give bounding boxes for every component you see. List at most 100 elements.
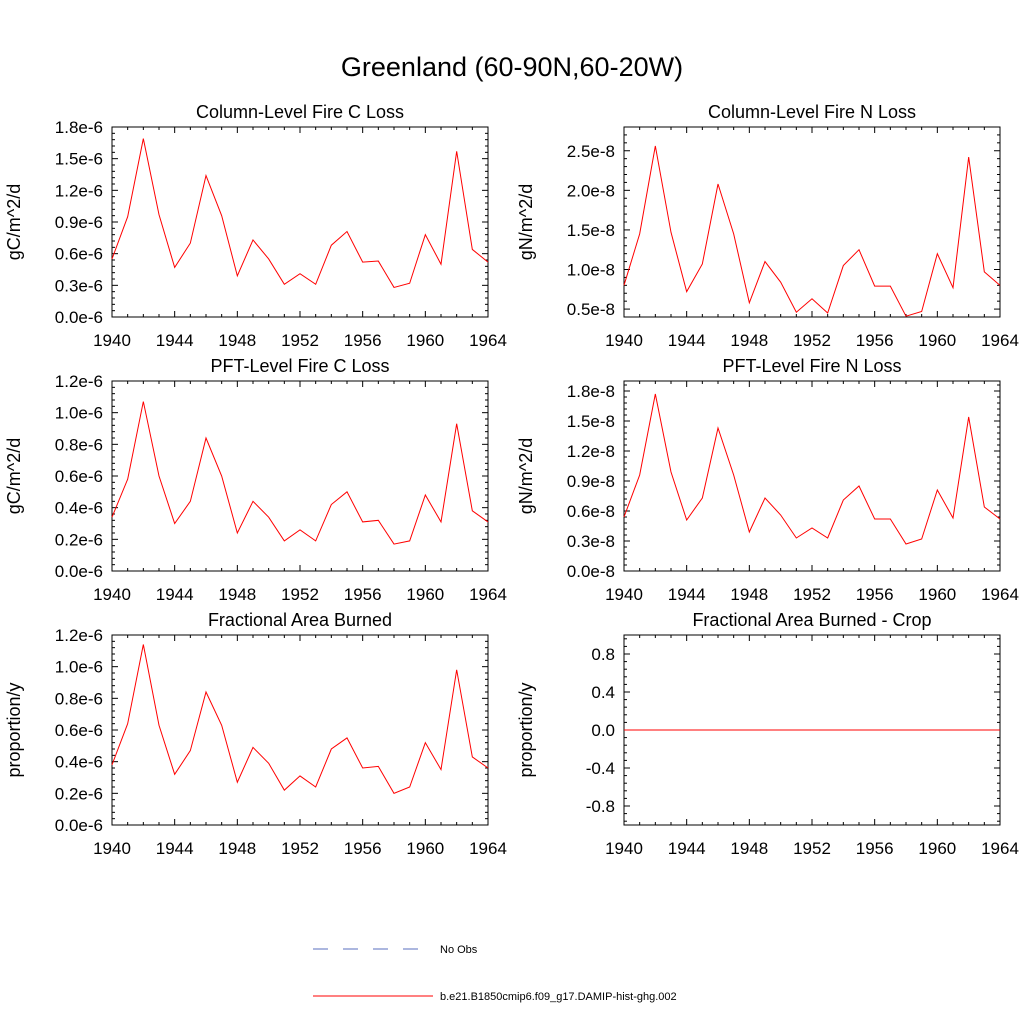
x-tick-label: 1956 — [856, 839, 894, 858]
y-tick-label: 0.0e-6 — [55, 308, 103, 327]
x-tick-label: 1952 — [281, 585, 319, 604]
chart-panel-4: PFT-Level Fire N Loss 1940 1944 1948 1952 195… — [512, 345, 1024, 631]
plot-frame — [623, 380, 1001, 572]
x-tick-label: 1960 — [406, 585, 444, 604]
plot-frame — [111, 126, 489, 318]
x-tick-label: 1948 — [218, 585, 256, 604]
x-tick-label: 1960 — [918, 585, 956, 604]
x-tick-label: 1952 — [793, 331, 831, 350]
chart-svg: PFT-Level Fire C Loss 1940 1944 1948 1952 195… — [4, 356, 507, 604]
y-tick-label: 0.0 — [591, 721, 615, 740]
y-tick-label: 0.8 — [591, 645, 615, 664]
y-axis-label: proportion/y — [4, 682, 24, 777]
x-tick-label: 1952 — [793, 839, 831, 858]
y-tick-label: 0.6e-6 — [55, 467, 103, 486]
y-tick-label: 0.2e-6 — [55, 784, 103, 803]
x-tick-label: 1948 — [730, 839, 768, 858]
y-tick-label: 0.0e-6 — [55, 562, 103, 581]
plot-frame — [623, 126, 1001, 318]
plot-frame — [111, 380, 489, 572]
y-axis-label: gC/m^2/d — [4, 438, 24, 514]
x-tick-label: 1940 — [93, 585, 131, 604]
y-tick-label: 0.6e-8 — [567, 502, 615, 521]
x-tick-label: 1944 — [156, 585, 194, 604]
y-tick-label: 1.2e-6 — [55, 372, 103, 391]
x-tick-label: 1944 — [668, 839, 706, 858]
series-line — [111, 138, 489, 289]
plot-area: Fractional Area Burned - Crop 1940 1944 194… — [516, 610, 1019, 858]
series-line — [623, 145, 1001, 317]
series-line — [111, 644, 489, 794]
chart-panel-5: Fractional Area Burned 1940 1944 1948 1952 19… — [0, 599, 518, 885]
y-tick-label: 0.5e-8 — [567, 300, 615, 319]
y-tick-label: 0.6e-6 — [55, 245, 103, 264]
y-tick-label: 0.8e-6 — [55, 435, 103, 454]
x-tick-label: 1940 — [605, 839, 643, 858]
x-tick-label: 1960 — [918, 331, 956, 350]
x-tick-label: 1960 — [406, 331, 444, 350]
plot-area: Column-Level Fire N Loss 1940 1944 1948 1952… — [516, 102, 1019, 350]
x-tick-label: 1960 — [406, 839, 444, 858]
y-axis-label: gN/m^2/d — [516, 438, 536, 514]
y-tick-label: 0.4 — [591, 683, 615, 702]
y-tick-label: 1.8e-6 — [55, 118, 103, 137]
x-tick-label: 1964 — [981, 839, 1019, 858]
y-tick-label: -0.8 — [586, 797, 615, 816]
chart-panel-6: Fractional Area Burned - Crop 1940 1944 194… — [512, 599, 1024, 885]
y-axis-label: proportion/y — [516, 682, 536, 777]
x-tick-label: 1952 — [793, 585, 831, 604]
plot-frame — [111, 634, 489, 826]
x-tick-label: 1940 — [93, 331, 131, 350]
y-tick-label: 1.0e-6 — [55, 658, 103, 677]
y-tick-label: 0.6e-6 — [55, 721, 103, 740]
y-tick-label: 0.8e-6 — [55, 689, 103, 708]
chart-svg: Column-Level Fire N Loss 1940 1944 1948 1952… — [516, 102, 1019, 350]
legend-series-label: b.e21.B1850cmip6.f09_g17.DAMIP-hist-ghg.… — [440, 991, 677, 1003]
x-tick-label: 1940 — [93, 839, 131, 858]
y-tick-label: 1.2e-6 — [55, 181, 103, 200]
x-tick-label: 1952 — [281, 331, 319, 350]
panel-title: Column-Level Fire C Loss — [196, 102, 404, 122]
chart-svg: Fractional Area Burned 1940 1944 1948 1952 19… — [4, 610, 507, 858]
y-tick-label: 1.5e-8 — [567, 412, 615, 431]
y-tick-label: 0.4e-6 — [55, 499, 103, 518]
x-tick-label: 1952 — [281, 839, 319, 858]
series-line — [623, 393, 1001, 545]
panel-title: PFT-Level Fire C Loss — [210, 356, 389, 376]
x-tick-label: 1960 — [918, 839, 956, 858]
chart-svg: Fractional Area Burned - Crop 1940 1944 194… — [516, 610, 1019, 858]
x-tick-label: 1948 — [730, 331, 768, 350]
y-tick-label: 1.0e-8 — [567, 261, 615, 280]
y-tick-label: 2.5e-8 — [567, 142, 615, 161]
chart-svg: Column-Level Fire C Loss 1940 1944 1948 1952… — [4, 102, 507, 350]
panel-title: Fractional Area Burned - Crop — [692, 610, 931, 630]
x-tick-label: 1956 — [856, 331, 894, 350]
x-tick-label: 1964 — [469, 331, 507, 350]
panel-title: Column-Level Fire N Loss — [708, 102, 916, 122]
x-tick-label: 1956 — [344, 331, 382, 350]
y-tick-label: 1.2e-8 — [567, 442, 615, 461]
y-tick-label: 2.0e-8 — [567, 181, 615, 200]
y-axis-label: gN/m^2/d — [516, 184, 536, 260]
x-tick-label: 1948 — [218, 839, 256, 858]
plot-area: PFT-Level Fire C Loss 1940 1944 1948 1952 195… — [4, 356, 507, 604]
x-tick-label: 1948 — [730, 585, 768, 604]
y-tick-label: 0.0e-8 — [567, 562, 615, 581]
x-tick-label: 1956 — [856, 585, 894, 604]
y-tick-label: 0.3e-8 — [567, 532, 615, 551]
plot-area: PFT-Level Fire N Loss 1940 1944 1948 1952 195… — [516, 356, 1019, 604]
y-tick-label: 1.5e-8 — [567, 221, 615, 240]
x-tick-label: 1964 — [469, 839, 507, 858]
x-tick-label: 1956 — [344, 839, 382, 858]
chart-panel-2: Column-Level Fire N Loss 1940 1944 1948 1952… — [512, 91, 1024, 377]
y-tick-label: 1.8e-8 — [567, 382, 615, 401]
y-axis-label: gC/m^2/d — [4, 184, 24, 260]
y-tick-label: 0.9e-8 — [567, 472, 615, 491]
x-tick-label: 1964 — [981, 585, 1019, 604]
panel-title: Fractional Area Burned — [208, 610, 392, 630]
plot-area: Column-Level Fire C Loss 1940 1944 1948 1952… — [4, 102, 507, 350]
x-tick-label: 1956 — [344, 585, 382, 604]
panel-title: PFT-Level Fire N Loss — [722, 356, 901, 376]
y-tick-label: -0.4 — [586, 759, 615, 778]
x-tick-label: 1948 — [218, 331, 256, 350]
